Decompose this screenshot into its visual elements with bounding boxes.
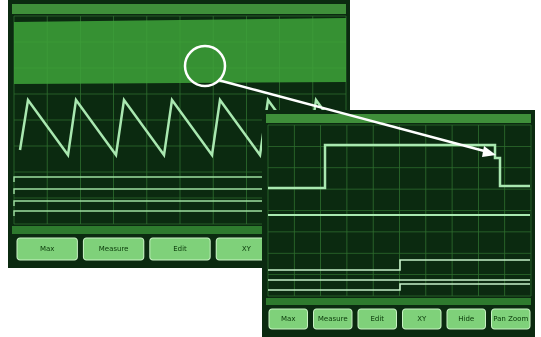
button-label: Measure [318, 315, 348, 323]
button-label: XY [417, 315, 427, 323]
button-label: Max [281, 315, 295, 323]
menu-bar [266, 298, 531, 305]
button-label: Edit [173, 245, 187, 253]
button-label: Edit [370, 315, 384, 323]
scene: MaxMeasureEditXYStore MaxMeasureEditXYHi… [0, 0, 541, 337]
button-label: Max [40, 245, 54, 253]
button-label: Measure [99, 245, 129, 253]
page: MaxMeasureEditXYStore MaxMeasureEditXYHi… [0, 0, 541, 337]
button-label: Hide [458, 315, 474, 323]
button-label: XY [242, 245, 252, 253]
status-bar [266, 114, 531, 123]
status-bar [12, 4, 346, 14]
right-screen: Max Measure Edit XY Hide Pan Zoom [262, 110, 535, 337]
button-label: Pan Zoom [493, 315, 528, 323]
waveform-band [14, 18, 346, 84]
